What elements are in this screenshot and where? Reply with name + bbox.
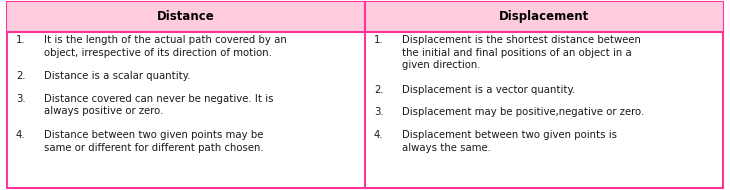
- Text: 2.: 2.: [16, 71, 26, 81]
- Text: It is the length of the actual path covered by an
object, irrespective of its di: It is the length of the actual path cove…: [44, 35, 287, 58]
- Text: Displacement: Displacement: [499, 10, 589, 23]
- Text: Displacement may be positive,negative or zero.: Displacement may be positive,negative or…: [402, 107, 644, 117]
- Bar: [365, 2, 723, 32]
- Text: Displacement is the shortest distance between
the initial and final positions of: Displacement is the shortest distance be…: [402, 35, 640, 70]
- Text: 1.: 1.: [374, 35, 383, 45]
- Text: Distance between two given points may be
same or different for different path ch: Distance between two given points may be…: [44, 130, 264, 153]
- Text: 4.: 4.: [374, 130, 383, 140]
- Text: Distance is a scalar quantity.: Distance is a scalar quantity.: [44, 71, 191, 81]
- Text: Distance covered can never be negative. It is
always positive or zero.: Distance covered can never be negative. …: [44, 94, 273, 116]
- Bar: [7, 2, 365, 32]
- Text: Displacement is a vector quantity.: Displacement is a vector quantity.: [402, 85, 575, 95]
- Text: 4.: 4.: [16, 130, 26, 140]
- Text: 3.: 3.: [16, 94, 26, 104]
- Text: 1.: 1.: [16, 35, 26, 45]
- Text: Displacement between two given points is
always the same.: Displacement between two given points is…: [402, 130, 617, 153]
- Text: Distance: Distance: [157, 10, 215, 23]
- Text: 3.: 3.: [374, 107, 383, 117]
- Text: 2.: 2.: [374, 85, 383, 95]
